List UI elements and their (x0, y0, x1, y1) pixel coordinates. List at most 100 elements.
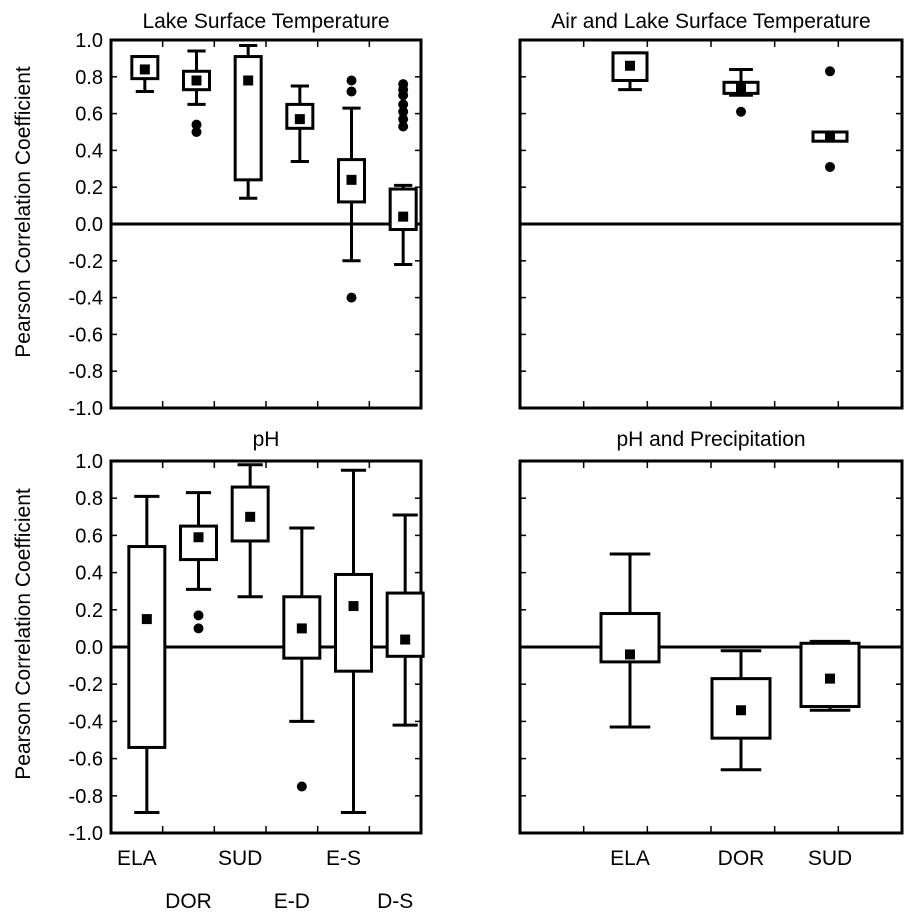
y-tick-label: 0.0 (75, 214, 103, 236)
panel-air-lake-temperature: Air and Lake Surface Temperature (518, 10, 904, 410)
box-sud (230, 463, 270, 599)
box-dor (179, 491, 218, 634)
mean-marker (245, 511, 256, 522)
y-axis-label-bottom: Pearson Correlation Coefficient (12, 488, 35, 780)
outlier-point (398, 106, 409, 117)
box-sud (233, 44, 263, 200)
mean-marker (348, 601, 359, 612)
y-tick-label: 0.2 (75, 600, 103, 622)
box-d-s (388, 79, 418, 266)
outlier-point (825, 161, 835, 172)
box-ela (130, 55, 160, 94)
mean-marker (825, 132, 835, 143)
box-sud (811, 66, 849, 172)
box-e-s (334, 468, 373, 815)
y-tick-label: -0.6 (69, 749, 103, 771)
y-tick-label: 0.2 (75, 177, 103, 199)
mean-marker (193, 532, 204, 543)
box-dor (182, 49, 211, 137)
y-tick-label: -1.0 (69, 398, 103, 420)
category-label: D-S (377, 890, 413, 912)
y-tick-label: 0.4 (75, 140, 103, 162)
chart-title: Air and Lake Surface Temperature (551, 10, 870, 33)
category-label: DOR (165, 890, 212, 912)
outlier-point (398, 114, 409, 125)
box-dor (710, 649, 772, 772)
mean-marker (141, 614, 152, 625)
outlier-point (398, 79, 409, 90)
mean-marker (736, 705, 746, 716)
y-tick-label: 0.0 (75, 637, 103, 659)
chart-title: Lake Surface Temperature (142, 10, 389, 33)
y-tick-label: -1.0 (69, 823, 103, 845)
category-label: E-D (274, 890, 310, 912)
mean-marker (625, 60, 635, 71)
outlier-point (191, 119, 202, 130)
box-e-s (337, 75, 366, 303)
box-sud (799, 639, 861, 712)
category-label: SUD (218, 847, 262, 870)
mean-marker (736, 82, 746, 93)
outlier-point (296, 781, 307, 792)
outlier-point (398, 121, 409, 132)
box-iqr (179, 524, 218, 562)
y-tick-label: -0.6 (69, 324, 103, 346)
box-iqr (282, 595, 322, 660)
y-tick-label: -0.8 (69, 786, 103, 808)
box-iqr (127, 545, 167, 749)
mean-marker (243, 75, 254, 86)
outlier-point (346, 86, 357, 97)
category-label: E-S (326, 847, 361, 870)
box-ela (599, 552, 661, 729)
box-iqr (599, 612, 661, 664)
mean-marker (191, 75, 202, 86)
box-dor (722, 67, 760, 117)
category-label: SUD (808, 847, 852, 870)
y-axis-label-top: Pearson Correlation Coefficient (12, 66, 35, 358)
panel-ph-precipitation: pH and Precipitation ELA DOR SUD (518, 428, 904, 870)
mean-marker (625, 649, 635, 660)
box-iqr (334, 572, 373, 673)
y-tick-label: -0.4 (69, 711, 103, 733)
y-tick-label: 0.6 (75, 525, 103, 547)
panel-lake-surface-temperature: Lake Surface Temperature 1.0 0.8 0.6 0.4 0.2 0… (69, 10, 423, 420)
y-tick-label: -0.2 (69, 674, 103, 696)
y-tick-label: 0.6 (75, 104, 103, 126)
category-label: ELA (610, 847, 650, 870)
box-d-s (385, 513, 425, 727)
y-tick-label: 1.0 (75, 30, 103, 52)
y-tick-label: 1.0 (75, 451, 103, 473)
mean-marker (398, 211, 409, 222)
panel-ph: pH 1.0 0.8 0.6 0.4 0.2 0.0 -0.2 -0.4 -0.6 -0.8 -1.0… (69, 428, 425, 912)
chart-title: pH (253, 428, 280, 451)
mean-marker (294, 114, 305, 125)
outlier-point (398, 99, 409, 110)
box-iqr (233, 55, 263, 182)
mean-marker (296, 623, 307, 634)
box-iqr (385, 591, 425, 658)
mean-marker (346, 174, 357, 185)
box-ela (611, 51, 649, 92)
y-tick-label: -0.2 (69, 251, 103, 273)
category-label: DOR (718, 847, 765, 870)
y-tick-label: 0.8 (75, 67, 103, 89)
box-e-d (282, 526, 322, 792)
outlier-point (191, 127, 202, 137)
y-tick-label: -0.8 (69, 361, 103, 383)
y-tick-label: 0.8 (75, 488, 103, 510)
box-ela (127, 494, 167, 815)
box-e-d (285, 84, 315, 163)
chart-title: pH and Precipitation (616, 428, 805, 451)
outlier-point (346, 75, 357, 86)
mean-marker (139, 64, 150, 75)
box-iqr (388, 187, 418, 232)
outlier-point (346, 292, 357, 303)
category-label: ELA (117, 847, 157, 870)
outlier-point (825, 66, 835, 77)
outlier-point (736, 106, 746, 117)
mean-marker (400, 634, 411, 645)
outlier-point (193, 623, 204, 634)
outlier-point (193, 610, 204, 621)
mean-marker (825, 673, 835, 684)
